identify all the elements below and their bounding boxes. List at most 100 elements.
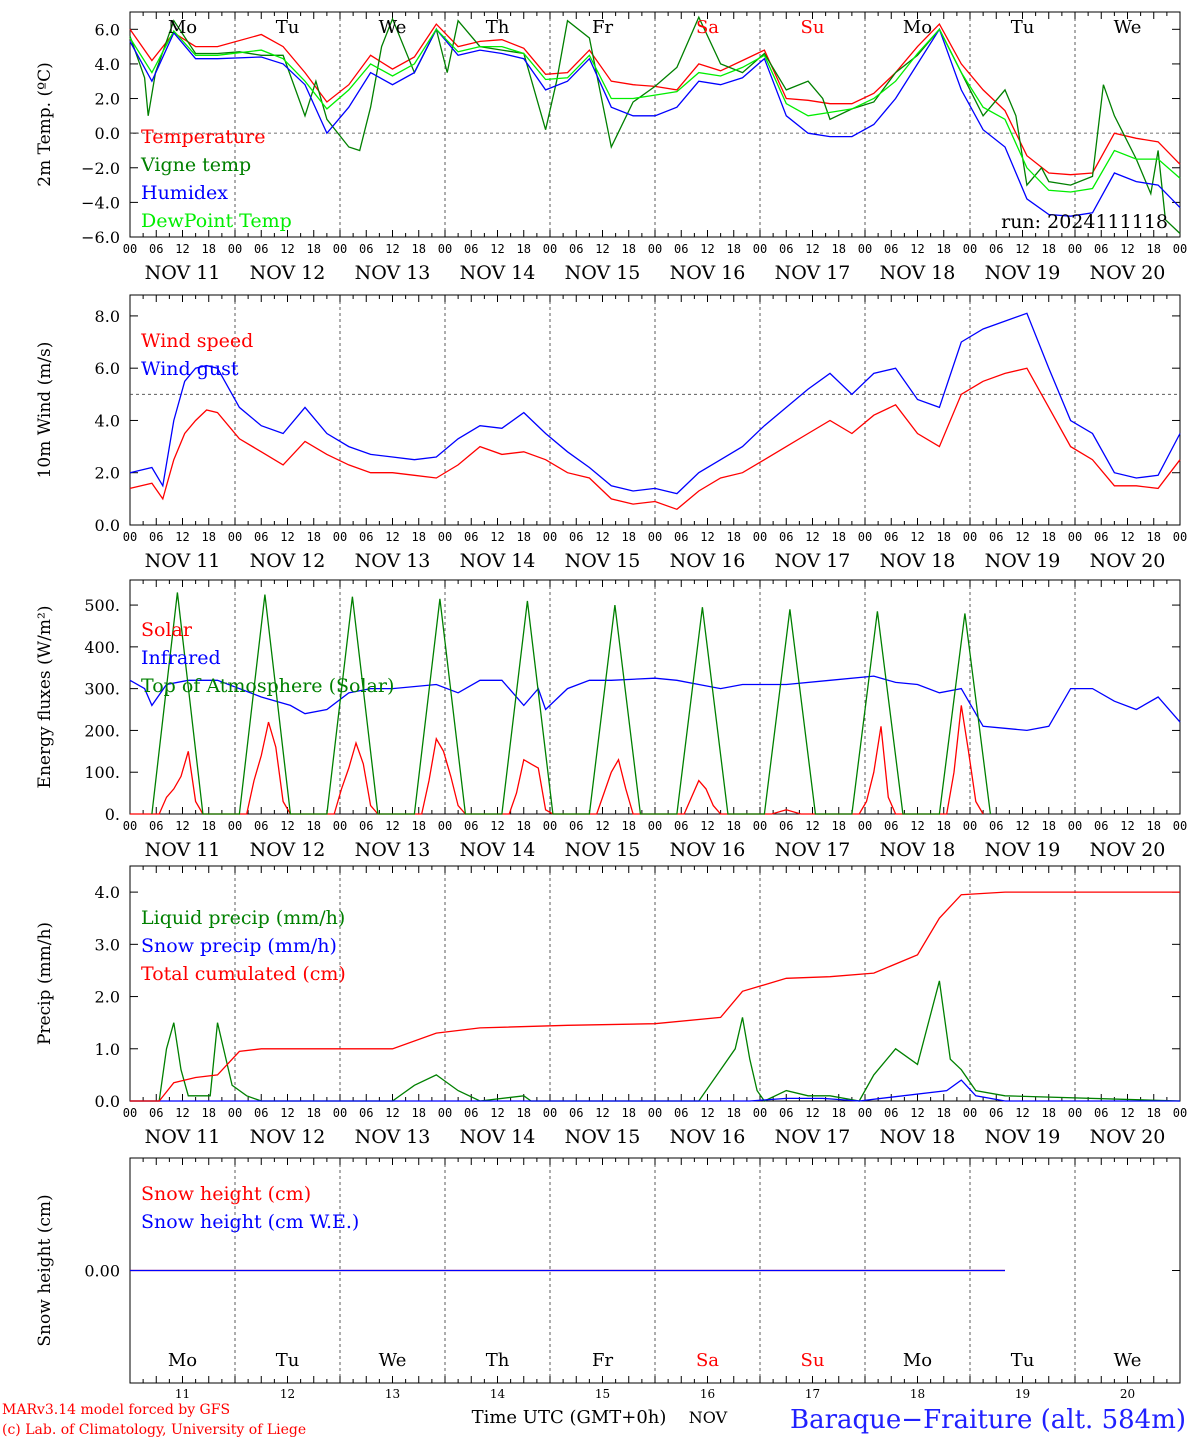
hour-tick-label: 18 xyxy=(202,1106,216,1120)
hour-tick-label: 06 xyxy=(674,1106,688,1120)
weekday-label: Tu xyxy=(276,1350,300,1371)
hour-tick-label: 06 xyxy=(149,530,163,544)
hour-tick-label: 00 xyxy=(858,530,872,544)
hour-tick-label: 12 xyxy=(1015,242,1029,256)
hour-tick-label: 06 xyxy=(569,819,583,833)
y-tick-label: 0.0 xyxy=(95,516,120,535)
y-tick-label: 4.0 xyxy=(95,883,120,902)
date-label: NOV 16 xyxy=(670,550,746,572)
date-label: NOV 11 xyxy=(145,550,221,572)
y-tick-label: 300. xyxy=(84,680,120,699)
date-label: NOV 17 xyxy=(775,262,851,284)
hour-tick-label: 00 xyxy=(1173,242,1187,256)
hour-tick-label: 12 xyxy=(805,1106,819,1120)
hour-tick-label: 06 xyxy=(464,242,478,256)
date-label: NOV 15 xyxy=(565,839,641,861)
hour-tick-label: 00 xyxy=(333,819,347,833)
hour-tick-label: 06 xyxy=(149,819,163,833)
hour-tick-label: 06 xyxy=(779,530,793,544)
date-label: NOV 18 xyxy=(880,839,956,861)
hour-tick-label: 18 xyxy=(1147,819,1161,833)
series-line xyxy=(129,23,1181,176)
date-label: NOV 13 xyxy=(355,262,431,284)
date-label: NOV 15 xyxy=(565,550,641,572)
hour-tick-label: 12 xyxy=(280,819,294,833)
day-number: 16 xyxy=(700,1387,715,1401)
panel-frame xyxy=(129,11,1181,238)
hour-tick-label: 12 xyxy=(595,242,609,256)
hour-tick-label: 18 xyxy=(412,530,426,544)
hour-tick-label: 06 xyxy=(989,819,1003,833)
hour-tick-label: 18 xyxy=(517,819,531,833)
weekday-label: Mo xyxy=(903,17,932,38)
hour-tick-label: 12 xyxy=(490,819,504,833)
hour-tick-label: 18 xyxy=(937,1106,951,1120)
legend-entry: Liquid precip (mm/h) xyxy=(141,907,345,929)
hour-tick-label: 18 xyxy=(202,242,216,256)
hour-tick-label: 12 xyxy=(910,1106,924,1120)
hour-tick-label: 12 xyxy=(700,1106,714,1120)
legend-entry: Infrared xyxy=(141,647,221,669)
hour-tick-label: 06 xyxy=(569,1106,583,1120)
legend-entry: Wind gust xyxy=(141,358,239,380)
date-label: NOV 14 xyxy=(460,550,536,572)
date-label: NOV 14 xyxy=(460,839,536,861)
y-tick-label: 100. xyxy=(84,763,120,782)
hour-tick-label: 00 xyxy=(753,242,767,256)
day-number: 13 xyxy=(385,1387,400,1401)
y-tick-label: 200. xyxy=(84,721,120,740)
station-label: Baraque−Fraiture (alt. 584m) xyxy=(790,1405,1186,1435)
series-line xyxy=(130,1079,1180,1102)
date-label: NOV 11 xyxy=(145,839,221,861)
date-label: NOV 20 xyxy=(1090,1126,1166,1148)
hour-tick-label: 18 xyxy=(517,242,531,256)
date-label: NOV 19 xyxy=(985,1126,1061,1148)
weekday-label: We xyxy=(1114,1350,1142,1371)
date-label: NOV 17 xyxy=(775,1126,851,1148)
day-number: 17 xyxy=(805,1387,820,1401)
hour-tick-label: 18 xyxy=(727,530,741,544)
hour-tick-label: 12 xyxy=(280,530,294,544)
hour-tick-label: 00 xyxy=(1068,1106,1082,1120)
hour-tick-label: 18 xyxy=(307,1106,321,1120)
hour-tick-label: 00 xyxy=(123,1106,137,1120)
date-label: NOV 17 xyxy=(775,550,851,572)
hour-tick-label: 06 xyxy=(464,819,478,833)
hour-tick-label: 00 xyxy=(123,819,137,833)
weekday-label: Su xyxy=(801,1350,825,1371)
date-label: NOV 19 xyxy=(985,550,1061,572)
hour-tick-label: 06 xyxy=(779,819,793,833)
hour-tick-label: 06 xyxy=(884,530,898,544)
hour-tick-label: 06 xyxy=(569,530,583,544)
day-number: 12 xyxy=(280,1387,295,1401)
hour-tick-label: 06 xyxy=(149,1106,163,1120)
date-label: NOV 20 xyxy=(1090,550,1166,572)
y-axis-label: 10m Wind (m/s) xyxy=(35,342,55,479)
hour-tick-label: 06 xyxy=(1094,1106,1108,1120)
hour-tick-label: 18 xyxy=(832,819,846,833)
hour-tick-label: 00 xyxy=(438,1106,452,1120)
hour-tick-label: 18 xyxy=(1147,242,1161,256)
weekday-label: Sa xyxy=(696,17,719,38)
day-number: 14 xyxy=(490,1387,506,1401)
hour-tick-label: 00 xyxy=(753,530,767,544)
hour-tick-label: 12 xyxy=(175,530,189,544)
hour-tick-label: 06 xyxy=(149,242,163,256)
hour-tick-label: 12 xyxy=(805,530,819,544)
hour-tick-label: 00 xyxy=(228,530,242,544)
hour-tick-label: 00 xyxy=(438,242,452,256)
date-label: NOV 13 xyxy=(355,1126,431,1148)
legend-entry: Snow height (cm) xyxy=(141,1183,311,1205)
y-axis-label: 2m Temp. (ºC) xyxy=(35,62,55,187)
hour-tick-label: 00 xyxy=(858,242,872,256)
date-label: NOV 18 xyxy=(880,1126,956,1148)
y-tick-label: 6.0 xyxy=(95,20,120,39)
y-axis-label: Energy fluxes (W/m²) xyxy=(35,606,55,789)
y-tick-label: 0.0 xyxy=(95,124,120,143)
hour-tick-label: 00 xyxy=(543,242,557,256)
hour-tick-label: 06 xyxy=(254,819,268,833)
hour-tick-label: 12 xyxy=(805,242,819,256)
hour-tick-label: 18 xyxy=(937,242,951,256)
legend-entry: Temperature xyxy=(141,126,265,148)
hour-tick-label: 00 xyxy=(123,530,137,544)
